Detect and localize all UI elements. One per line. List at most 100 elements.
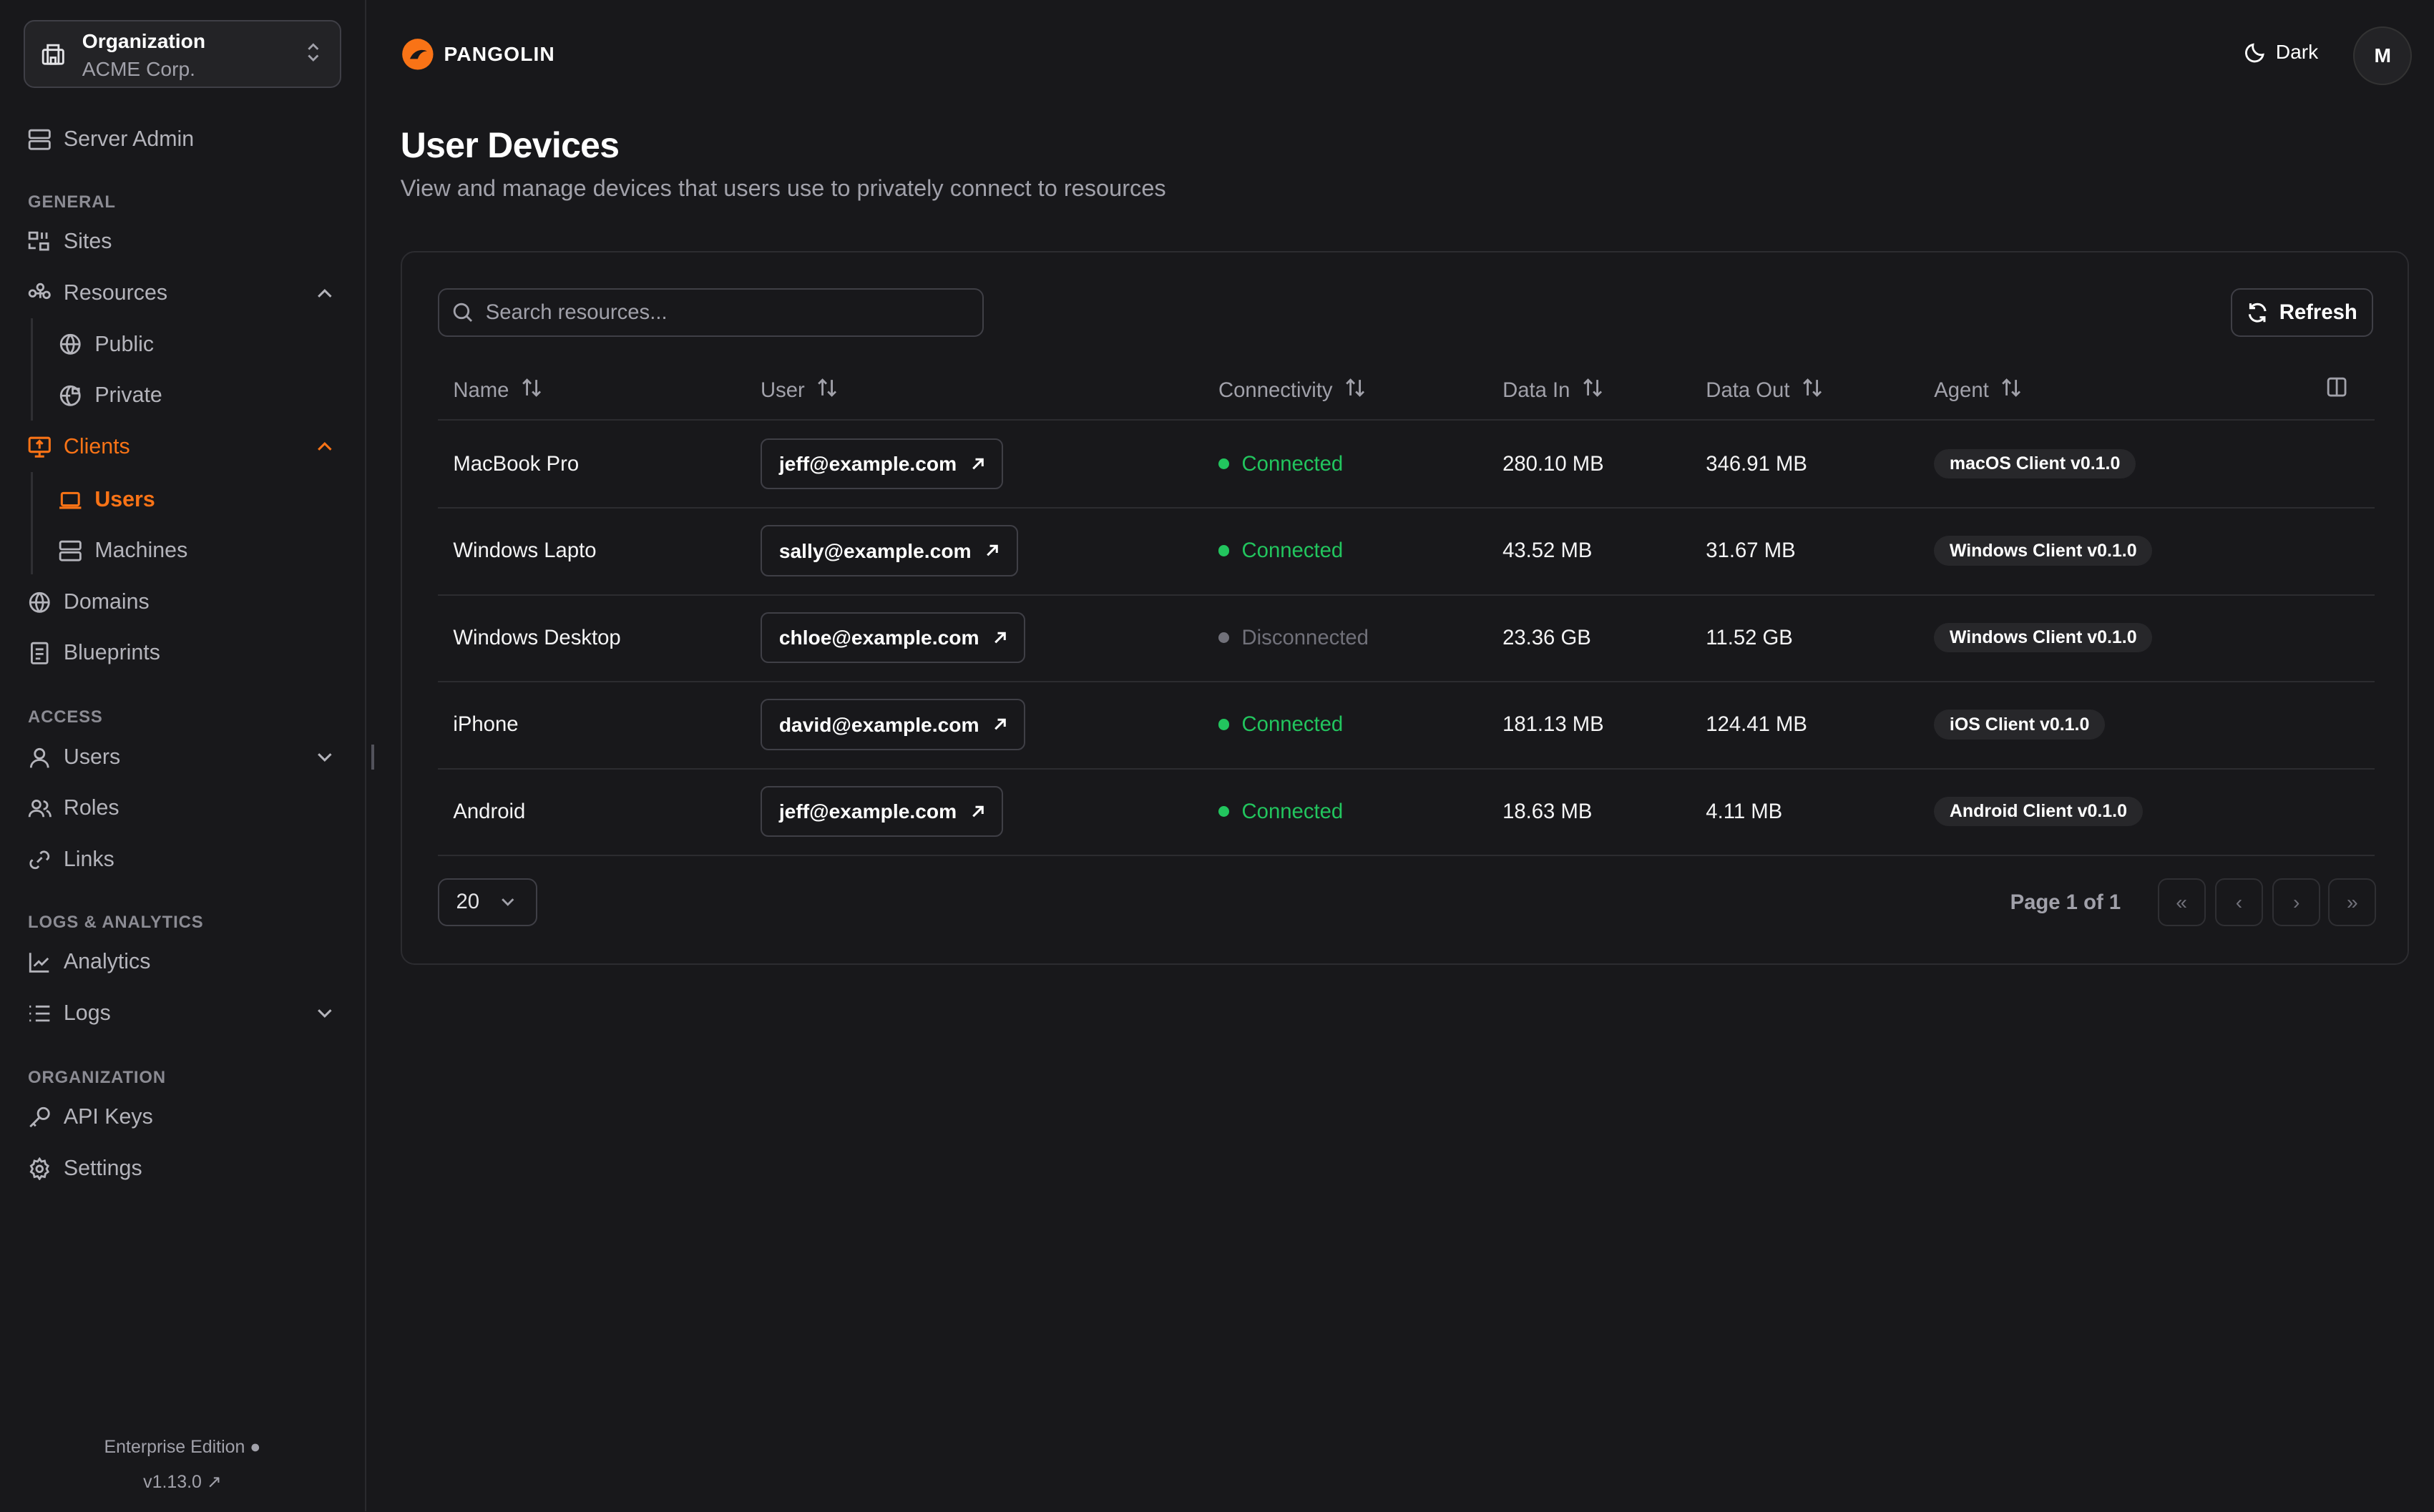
search-input[interactable]: Search resources... xyxy=(437,288,984,337)
sidebar-item-clients[interactable]: Clients xyxy=(28,428,338,466)
sites-icon xyxy=(28,232,49,251)
connectivity-status: Connected xyxy=(1218,507,1343,594)
sidebar-item-domains[interactable]: Domains xyxy=(28,584,338,621)
sidebar-item-label: Roles xyxy=(63,796,119,820)
user-link-button[interactable]: chloe@example.com xyxy=(760,612,1026,664)
brand-logo[interactable]: PANGOLIN xyxy=(401,37,555,72)
sidebar-item-resources[interactable]: Resources xyxy=(28,275,338,312)
refresh-label: Refresh xyxy=(2279,300,2357,324)
sidebar-item-label: Domains xyxy=(63,589,150,614)
user-link-button[interactable]: jeff@example.com xyxy=(760,785,1004,838)
sidebar-item-label: Machines xyxy=(94,539,188,563)
sidebar-item-api-keys[interactable]: API Keys xyxy=(28,1099,338,1136)
page-size-select[interactable]: 20 xyxy=(437,878,537,927)
column-header-data-in[interactable]: Data In xyxy=(1502,378,1603,403)
sidebar-item-machines[interactable]: Machines xyxy=(59,532,338,569)
sidebar-item-private[interactable]: Private xyxy=(59,377,338,414)
sort-icon xyxy=(522,378,542,403)
sidebar-item-label: Analytics xyxy=(63,950,151,974)
user-link-button[interactable]: jeff@example.com xyxy=(760,438,1004,490)
theme-toggle[interactable]: Dark xyxy=(2244,40,2318,64)
column-header-connectivity[interactable]: Connectivity xyxy=(1218,378,1365,403)
chevron-down-icon[interactable] xyxy=(317,1008,333,1018)
page-title: User Devices xyxy=(400,124,620,165)
last-page-button[interactable]: » xyxy=(2328,878,2377,926)
server-icon xyxy=(59,540,82,561)
sidebar-item-public[interactable]: Public xyxy=(59,326,338,363)
sidebar-item-users[interactable]: Users xyxy=(59,481,338,519)
sidebar-item-roles[interactable]: Roles xyxy=(28,790,338,827)
list-icon xyxy=(29,1005,50,1021)
user-email: jeff@example.com xyxy=(778,800,957,823)
data-out: 11.52 GB xyxy=(1706,625,1793,649)
data-out: 31.67 MB xyxy=(1706,539,1796,563)
user-link-button[interactable]: david@example.com xyxy=(760,699,1026,750)
org-switcher[interactable]: Organization ACME Corp. xyxy=(23,20,341,89)
agent-cell: Android Client v0.1.0 xyxy=(1934,768,2143,855)
chevron-left-icon: ‹ xyxy=(2235,890,2243,913)
user-icon xyxy=(29,747,49,768)
data-out: 4.11 MB xyxy=(1706,799,1783,823)
agent-badge: iOS Client v0.1.0 xyxy=(1934,710,2106,740)
data-in: 23.36 GB xyxy=(1502,625,1591,649)
sidebar-item-logs[interactable]: Logs xyxy=(28,995,338,1032)
tree-line xyxy=(31,471,33,574)
refresh-icon xyxy=(2249,303,2267,323)
version-link[interactable]: v1.13.0 ↗ xyxy=(0,1471,365,1493)
user-cell: jeff@example.com xyxy=(760,421,1004,508)
agent-badge: macOS Client v0.1.0 xyxy=(1934,448,2136,479)
column-label: Data Out xyxy=(1706,378,1790,403)
table-row[interactable]: Android jeff@example.com Connected 18.63 MB… xyxy=(437,768,2375,857)
building-icon xyxy=(42,44,65,65)
external-link-icon xyxy=(971,800,985,823)
sidebar-item-label: Logs xyxy=(63,1001,111,1025)
brand-name: PANGOLIN xyxy=(444,42,555,66)
next-page-button[interactable]: › xyxy=(2272,878,2321,926)
status-dot-icon xyxy=(1218,719,1230,730)
link-icon xyxy=(29,850,50,869)
avatar[interactable]: M xyxy=(2353,26,2413,85)
column-header-agent[interactable]: Agent xyxy=(1934,378,2021,403)
external-link-icon: ↗ xyxy=(206,1471,222,1492)
first-page-button[interactable]: « xyxy=(2157,878,2206,926)
page-subtitle: View and manage devices that users use t… xyxy=(400,175,1166,202)
sidebar-item-analytics[interactable]: Analytics xyxy=(28,943,338,981)
table-row[interactable]: Windows Lapto sally@example.com Connected 4… xyxy=(437,507,2375,596)
columns-icon[interactable] xyxy=(2327,377,2347,397)
github-icon: ● xyxy=(250,1437,261,1458)
refresh-button[interactable]: Refresh xyxy=(2230,288,2374,337)
sidebar-item-blueprints[interactable]: Blueprints xyxy=(28,634,338,672)
section-logs: LOGS & ANALYTICS xyxy=(28,912,204,932)
prev-page-button[interactable]: ‹ xyxy=(2214,878,2263,926)
sidebar-item-label: Users xyxy=(63,745,121,769)
table-row[interactable]: MacBook Pro jeff@example.com Connected 280.… xyxy=(437,421,2375,509)
sidebar-item-links[interactable]: Links xyxy=(28,841,338,878)
sidebar-resize-handle[interactable] xyxy=(371,745,374,770)
external-link-icon xyxy=(985,539,999,563)
sidebar-item-settings[interactable]: Settings xyxy=(28,1150,338,1187)
device-name: Windows Lapto xyxy=(453,539,597,563)
sidebar-item-label: Settings xyxy=(63,1156,142,1180)
external-link-icon xyxy=(971,452,985,476)
sidebar-item-server-admin[interactable]: Server Admin xyxy=(28,121,338,158)
sidebar-item-sites[interactable]: Sites xyxy=(28,223,338,260)
version-text: v1.13.0 xyxy=(143,1471,202,1492)
chevron-up-icon[interactable] xyxy=(317,442,333,451)
sidebar-item-access-users[interactable]: Users xyxy=(28,739,338,776)
user-link-button[interactable]: sally@example.com xyxy=(760,525,1018,576)
sidebar-item-label: Users xyxy=(94,487,155,511)
column-header-user[interactable]: User xyxy=(761,378,837,403)
column-header-name[interactable]: Name xyxy=(453,378,542,403)
column-header-data-out[interactable]: Data Out xyxy=(1706,378,1822,403)
sidebar-item-label: Blueprints xyxy=(63,641,160,665)
user-email: david@example.com xyxy=(778,712,979,736)
chevron-up-icon[interactable] xyxy=(317,288,333,298)
chevron-down-icon[interactable] xyxy=(317,752,333,762)
edition-label[interactable]: Enterprise Edition ● xyxy=(0,1437,365,1458)
table-row[interactable]: Windows Desktop chloe@example.com Disconne… xyxy=(437,594,2375,683)
table-row[interactable]: iPhone david@example.com Connected 181.13 M… xyxy=(437,681,2375,770)
user-cell: jeff@example.com xyxy=(760,768,1004,855)
device-name: Android xyxy=(453,799,526,823)
globe-icon xyxy=(29,591,50,613)
data-in: 181.13 MB xyxy=(1502,712,1604,737)
